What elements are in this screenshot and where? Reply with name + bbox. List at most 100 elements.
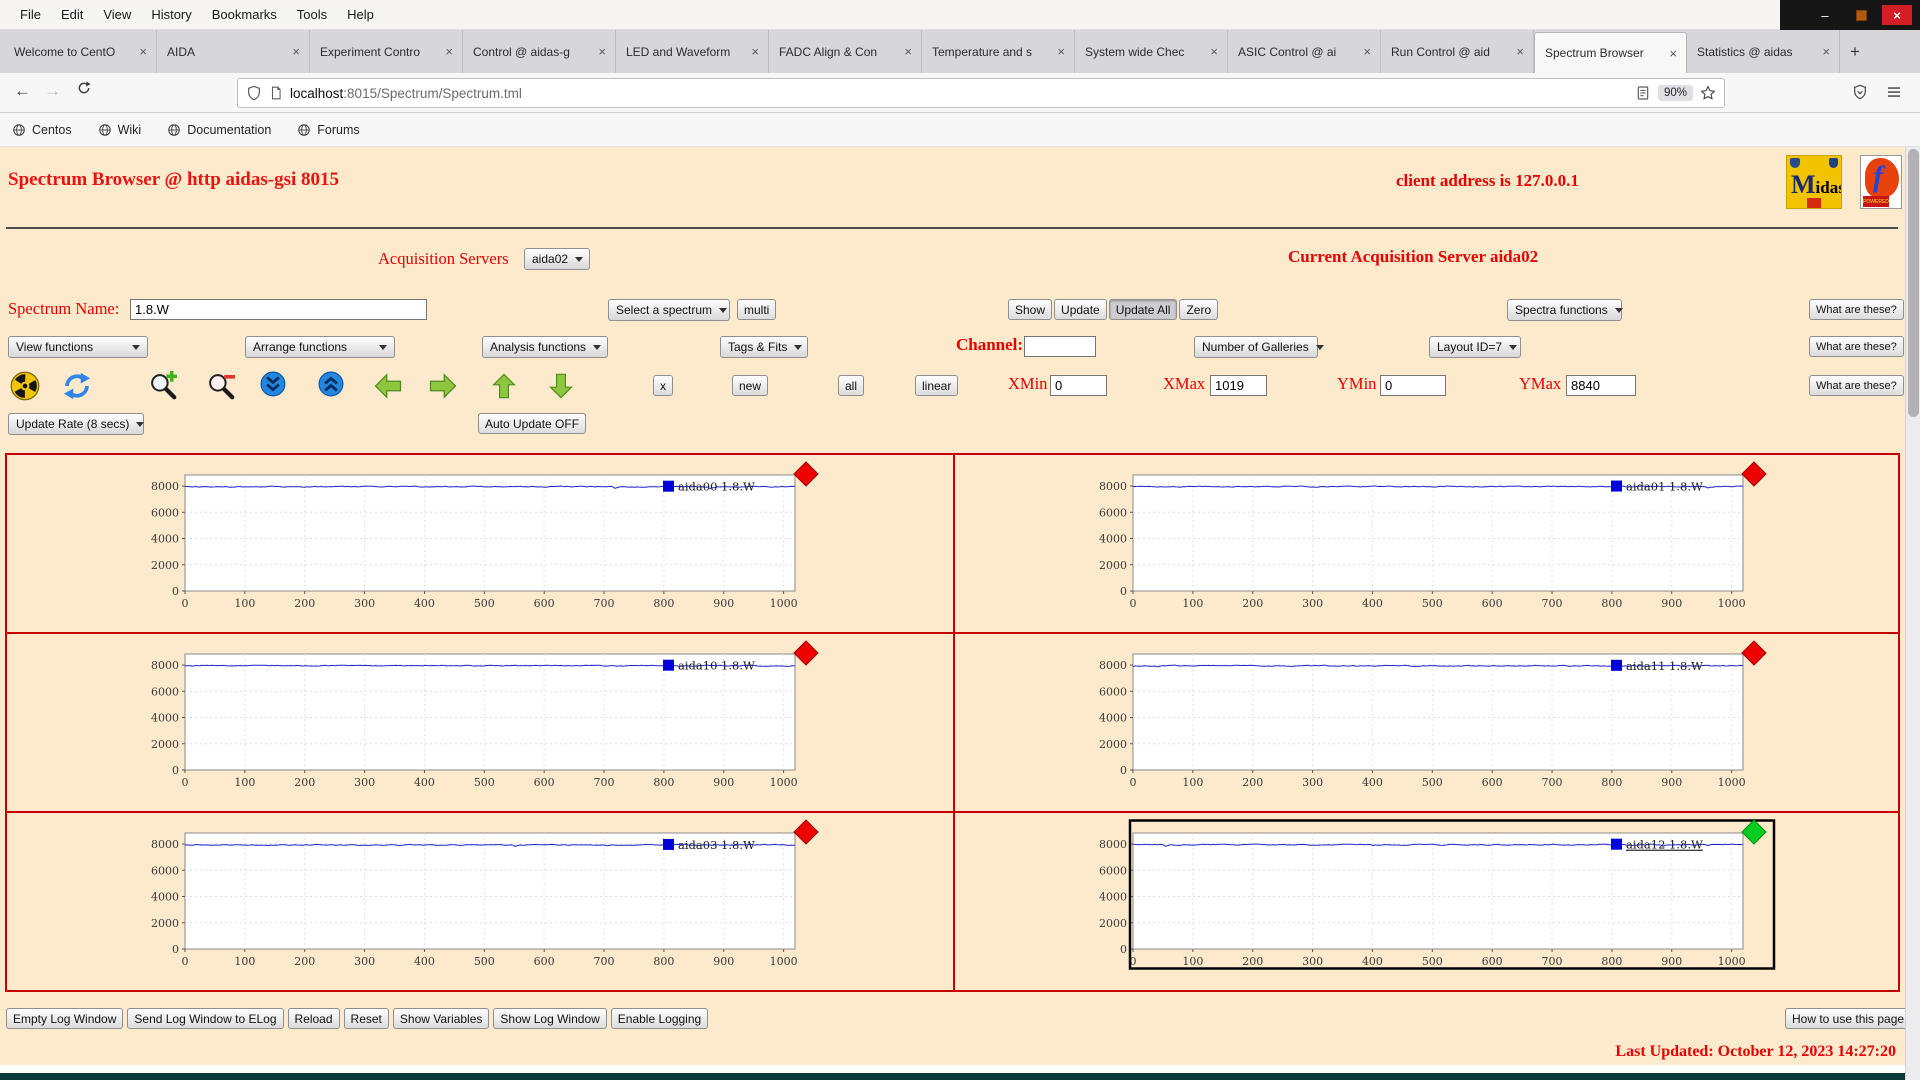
spectrum-chart[interactable]: 0 2000 4000 6000 8000 0 100 200 300 400 500 600 700 8…	[1093, 461, 1777, 623]
bookmark-star-icon[interactable]	[1700, 85, 1716, 101]
tab-experiment-contro[interactable]: Experiment Contro ×	[310, 30, 463, 73]
tab-close-icon[interactable]: ×	[598, 44, 606, 59]
tab-statistics-aidas[interactable]: Statistics @ aidas ×	[1687, 30, 1840, 73]
multi-button[interactable]: multi	[737, 299, 777, 320]
refresh-icon[interactable]	[62, 371, 92, 406]
tab-led-and-waveform[interactable]: LED and Waveform ×	[616, 30, 769, 73]
back-button[interactable]: ←	[14, 81, 31, 100]
menu-help[interactable]: Help	[347, 7, 374, 22]
shield-permissions-icon[interactable]	[246, 85, 262, 101]
reset-button[interactable]: Reset	[343, 1008, 389, 1029]
what-are-these-button[interactable]: What are these?	[1809, 299, 1904, 320]
zoom-out-icon[interactable]	[206, 371, 236, 406]
scrollbar-thumb[interactable]	[1908, 149, 1919, 417]
minimize-button[interactable]: –	[1810, 5, 1840, 25]
enable-logging-button[interactable]: Enable Logging	[610, 1008, 709, 1029]
tab-aida[interactable]: AIDA ×	[157, 30, 310, 73]
tab-close-icon[interactable]: ×	[1210, 44, 1218, 59]
reload-button[interactable]: Reload	[287, 1008, 340, 1029]
zero-button[interactable]: Zero	[1179, 299, 1219, 320]
tab-spectrum-browser[interactable]: Spectrum Browser ×	[1534, 32, 1687, 73]
tab-close-icon[interactable]: ×	[904, 44, 912, 59]
bookmark-forums[interactable]: Forums	[297, 123, 360, 137]
tab-system-wide-chec[interactable]: System wide Chec ×	[1075, 30, 1228, 73]
scroll-down-icon[interactable]	[260, 371, 286, 402]
update-all-button[interactable]: Update All	[1108, 299, 1178, 320]
triumf-logo[interactable]: f POWERED	[1860, 155, 1902, 209]
show-button[interactable]: Show	[1008, 299, 1053, 320]
page-info-icon[interactable]	[269, 86, 283, 100]
new-tab-button[interactable]: +	[1850, 41, 1860, 61]
tags-fits-select[interactable]: Tags & Fits	[720, 336, 808, 358]
tab-close-icon[interactable]: ×	[1516, 44, 1524, 59]
xmin-input[interactable]	[1050, 375, 1107, 396]
number-of-galleries-select[interactable]: Number of Galleries	[1194, 336, 1324, 358]
analysis-functions-select[interactable]: Analysis functions	[482, 336, 608, 358]
tab-close-icon[interactable]: ×	[751, 44, 759, 59]
midas-logo[interactable]: Midas	[1786, 155, 1842, 209]
auto-update-button[interactable]: Auto Update OFF	[478, 413, 587, 434]
acquisition-server-select[interactable]: aida02	[524, 248, 590, 270]
zoom-in-icon[interactable]	[148, 371, 178, 406]
update-rate-select[interactable]: Update Rate (8 secs)	[8, 413, 145, 435]
xmax-input[interactable]	[1210, 375, 1267, 396]
show-log-window-button[interactable]: Show Log Window	[493, 1008, 607, 1029]
menu-file[interactable]: File	[20, 7, 41, 22]
tab-welcome-to-cento[interactable]: Welcome to CentO ×	[4, 30, 157, 73]
tab-close-icon[interactable]: ×	[139, 44, 147, 59]
tab-close-icon[interactable]: ×	[1057, 44, 1065, 59]
spectrum-plot-aida01[interactable]: 0 2000 4000 6000 8000 0 100 200 300 400 500 600 700 8…	[1093, 461, 1777, 623]
all-button[interactable]: all	[838, 375, 865, 396]
menu-edit[interactable]: Edit	[60, 7, 84, 22]
arrow-right-icon[interactable]	[428, 371, 458, 406]
spectrum-plot-aida00[interactable]: 0 2000 4000 6000 8000 0 100 200 300 400 500 600 700 8…	[145, 461, 829, 623]
new-button[interactable]: new	[732, 375, 769, 396]
spectrum-panel-aida10[interactable]: 0 2000 4000 6000 8000 0 100 200 300 400 500 600 700 8…	[5, 632, 955, 813]
help-button[interactable]: How to use this page	[1785, 1008, 1912, 1029]
spectra-functions-select[interactable]: Spectra functions	[1507, 299, 1623, 321]
arrow-down-icon[interactable]	[547, 371, 575, 406]
bookmark-documentation[interactable]: Documentation	[167, 123, 271, 137]
tab-fadc-align-con[interactable]: FADC Align & Con ×	[769, 30, 922, 73]
send-log-window-to-elog-button[interactable]: Send Log Window to ELog	[127, 1008, 284, 1029]
tab-close-icon[interactable]: ×	[292, 44, 300, 59]
url-bar[interactable]: localhost:8015/Spectrum/Spectrum.tml 90%	[237, 78, 1725, 108]
tab-control-aidas-g[interactable]: Control @ aidas-g ×	[463, 30, 616, 73]
channel-input[interactable]	[1024, 336, 1096, 357]
maximize-button[interactable]	[1846, 5, 1876, 25]
empty-log-window-button[interactable]: Empty Log Window	[6, 1008, 124, 1029]
url-text[interactable]: localhost:8015/Spectrum/Spectrum.tml	[290, 86, 1628, 101]
bookmark-centos[interactable]: Centos	[12, 123, 72, 137]
spectrum-panel-aida01[interactable]: 0 2000 4000 6000 8000 0 100 200 300 400 500 600 700 8…	[953, 453, 1900, 634]
tab-close-icon[interactable]: ×	[1669, 45, 1677, 61]
spectrum-panel-aida11[interactable]: 0 2000 4000 6000 8000 0 100 200 300 400 500 600 700 8…	[953, 632, 1900, 813]
layout-id-select[interactable]: Layout ID=7	[1429, 336, 1521, 358]
update-button[interactable]: Update	[1054, 299, 1107, 320]
spectrum-panel-aida00[interactable]: 0 2000 4000 6000 8000 0 100 200 300 400 500 600 700 8…	[5, 453, 955, 634]
what-are-these-button[interactable]: What are these?	[1809, 336, 1904, 357]
menu-bookmarks[interactable]: Bookmarks	[211, 7, 277, 22]
forward-button[interactable]: →	[44, 81, 61, 100]
tab-asic-control-ai[interactable]: ASIC Control @ ai ×	[1228, 30, 1381, 73]
spectrum-chart[interactable]: 0 2000 4000 6000 8000 0 100 200 300 400 500 600 700 8…	[1093, 640, 1777, 802]
reload-button[interactable]	[76, 80, 92, 96]
spectrum-chart[interactable]: 0 2000 4000 6000 8000 0 100 200 300 400 500 600 700 8…	[145, 461, 829, 623]
scroll-up-icon[interactable]	[318, 371, 344, 402]
tab-close-icon[interactable]: ×	[1822, 44, 1830, 59]
what-are-these-button[interactable]: What are these?	[1809, 375, 1904, 396]
bookmark-wiki[interactable]: Wiki	[98, 123, 141, 137]
spectrum-chart[interactable]: 0 2000 4000 6000 8000 0 100 200 300 400 500 600 700 8…	[145, 640, 829, 802]
spectrum-plot-aida10[interactable]: 0 2000 4000 6000 8000 0 100 200 300 400 500 600 700 8…	[145, 640, 829, 802]
spectrum-plot-aida12[interactable]: 0 2000 4000 6000 8000 0 100 200 300 400 500 600 700 8…	[1093, 819, 1777, 981]
arrange-functions-select[interactable]: Arrange functions	[245, 336, 395, 358]
show-variables-button[interactable]: Show Variables	[392, 1008, 490, 1029]
tab-close-icon[interactable]: ×	[1363, 44, 1371, 59]
spectrum-name-input[interactable]	[130, 299, 427, 320]
menu-history[interactable]: History	[151, 7, 192, 22]
close-button[interactable]: ×	[1882, 5, 1912, 25]
spectrum-chart[interactable]: 0 2000 4000 6000 8000 0 100 200 300 400 500 600 700 8…	[1093, 819, 1777, 981]
select-spectrum-select[interactable]: Select a spectrum	[608, 299, 730, 321]
hamburger-menu-icon[interactable]	[1886, 84, 1902, 100]
ymin-input[interactable]	[1380, 375, 1446, 396]
spectrum-panel-aida12[interactable]: 0 2000 4000 6000 8000 0 100 200 300 400 500 600 700 8…	[953, 811, 1900, 992]
